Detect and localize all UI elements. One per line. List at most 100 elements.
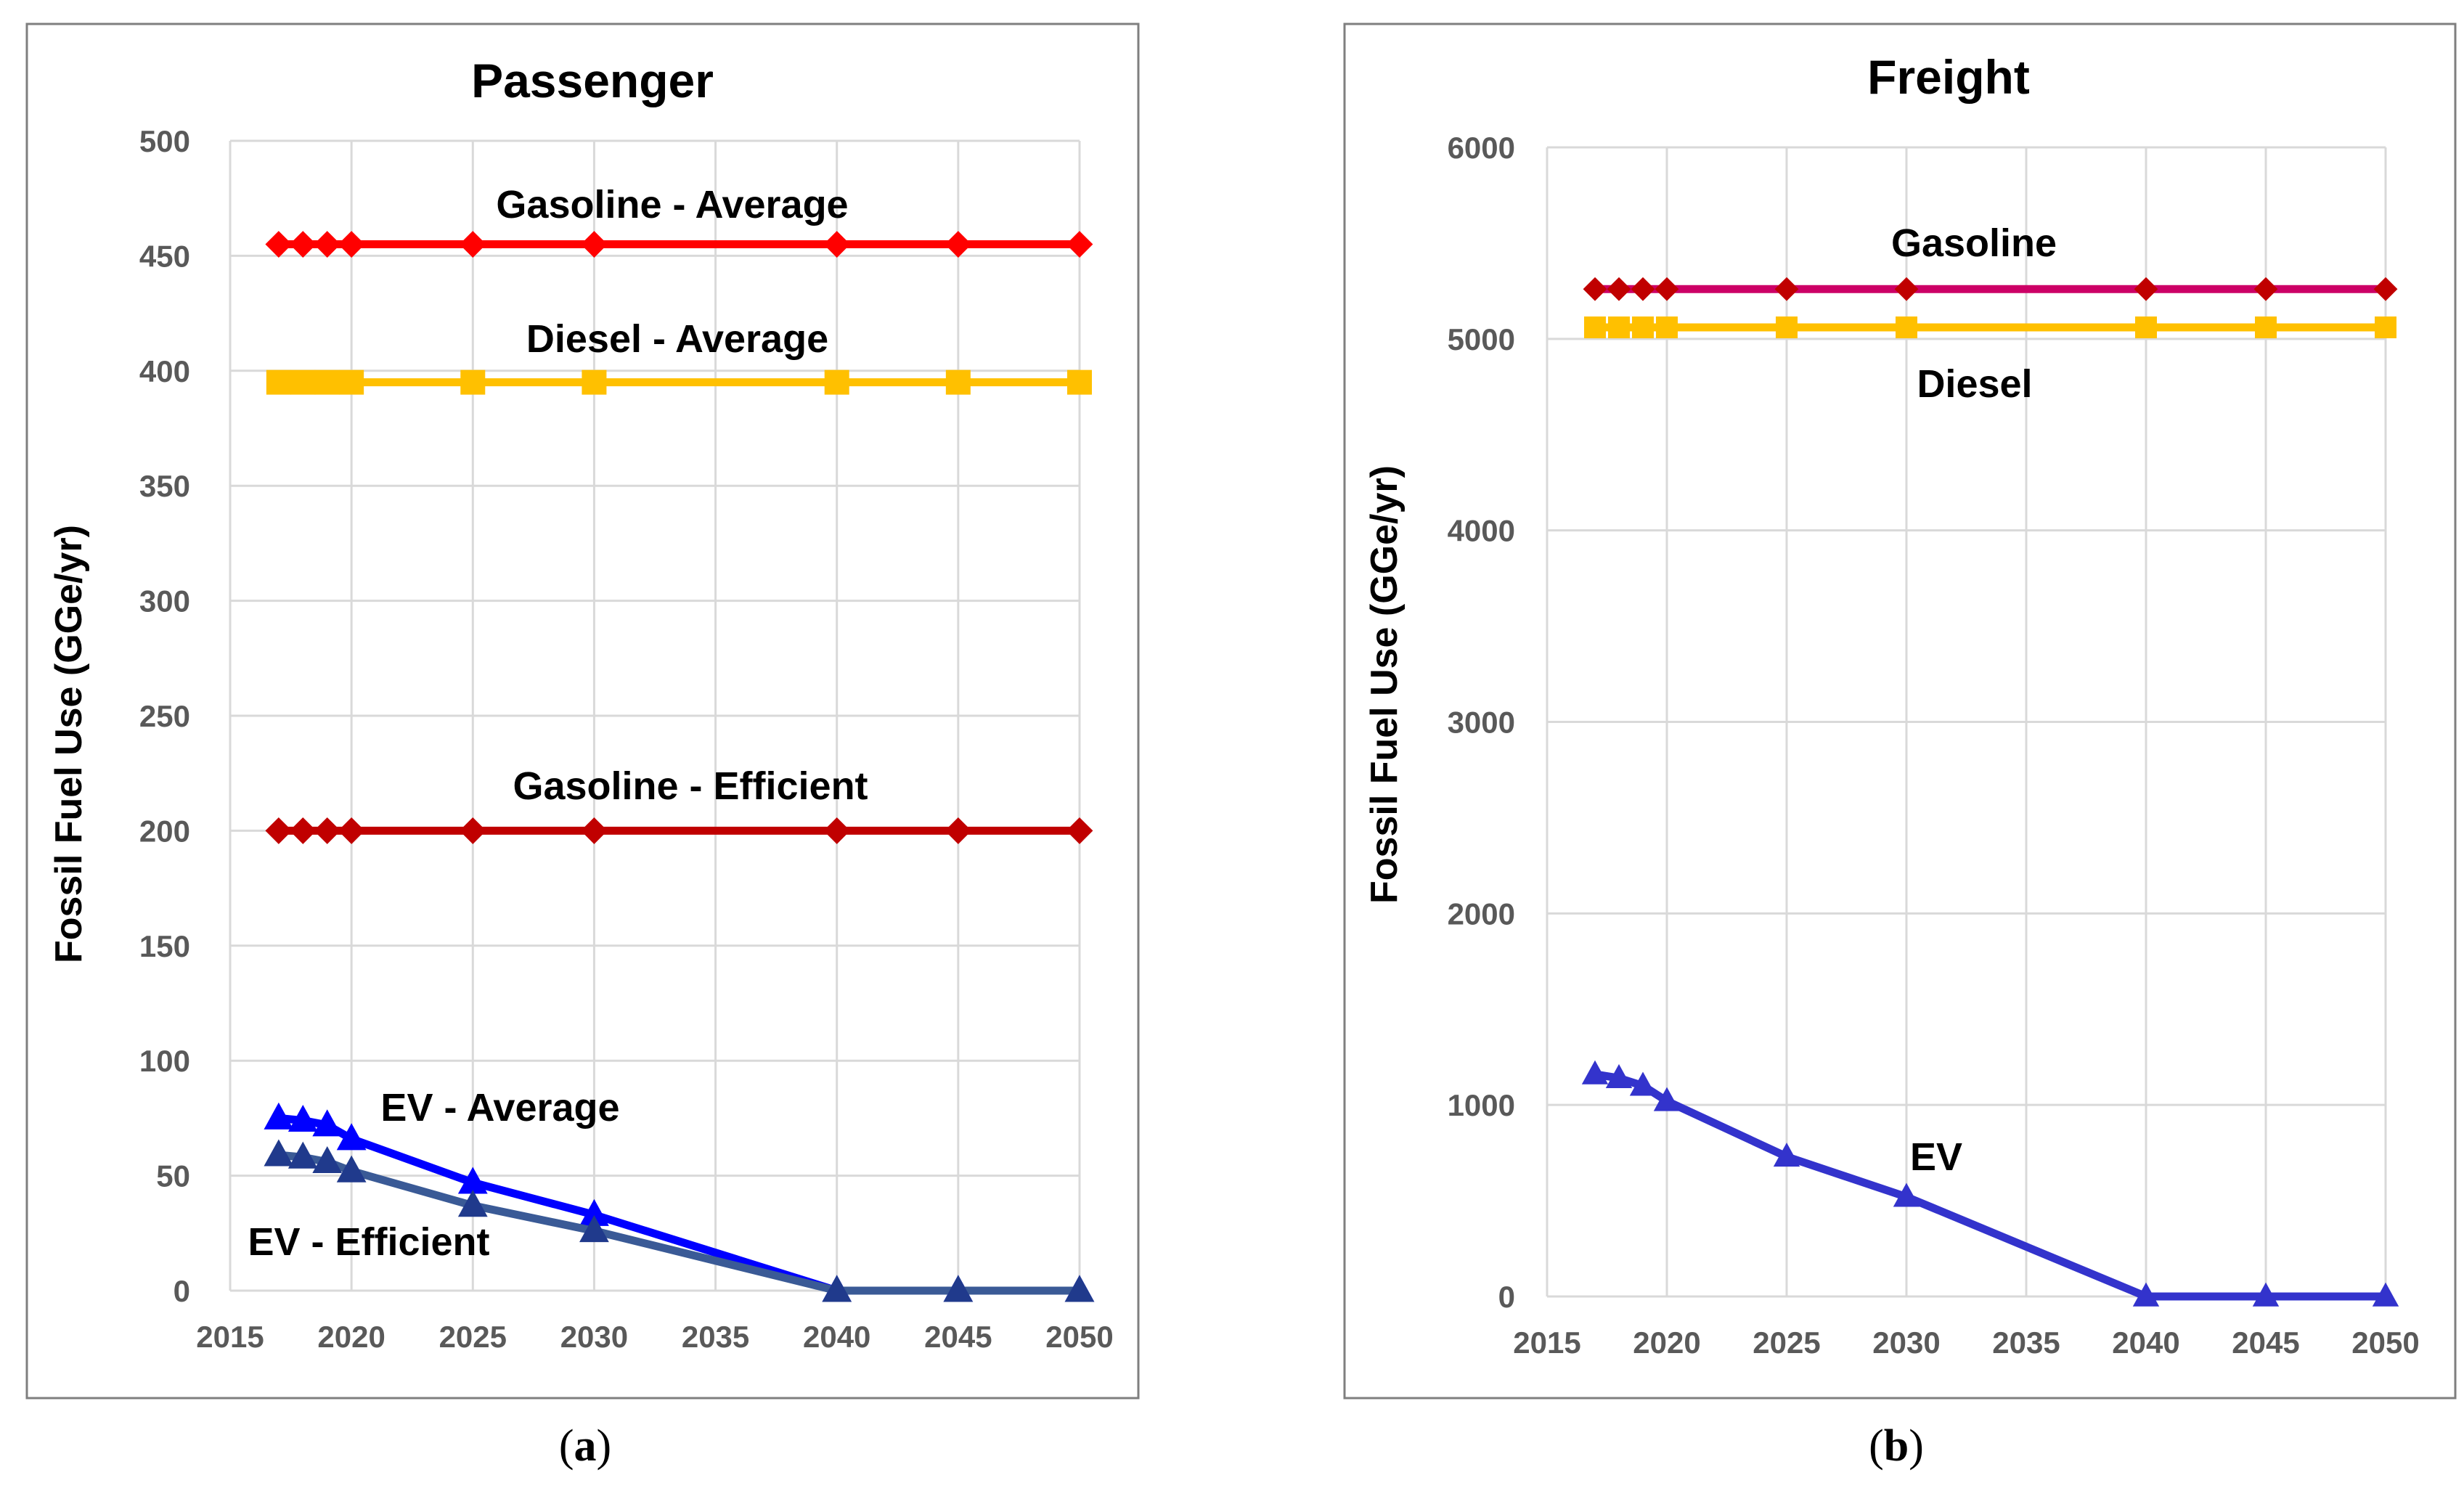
passenger-point-gasoline-average <box>314 231 341 258</box>
passenger-point-ev-efficient <box>943 1275 974 1302</box>
freight-point-diesel <box>2135 316 2157 339</box>
freight-y-tick-label: 4000 <box>1448 514 1515 548</box>
passenger-point-gasoline-efficient <box>823 817 851 844</box>
passenger-point-gasoline-efficient <box>289 817 317 844</box>
passenger-point-ev-average <box>264 1102 294 1130</box>
passenger-y-tick-label: 250 <box>139 699 190 733</box>
passenger-point-diesel-average <box>460 369 486 395</box>
passenger-y-tick-label: 50 <box>156 1159 190 1193</box>
passenger-point-gasoline-average <box>823 231 851 258</box>
passenger-point-diesel-average <box>824 369 849 395</box>
passenger-x-tick-label: 2025 <box>439 1320 507 1354</box>
freight-y-tick-label: 3000 <box>1448 706 1515 740</box>
freight-x-tick-label: 2025 <box>1753 1325 1820 1360</box>
freight-x-tick-label: 2020 <box>1633 1325 1700 1360</box>
passenger-series <box>264 231 1095 1302</box>
passenger-y-tick-label: 400 <box>139 354 190 388</box>
freight-x-tick-label: 2050 <box>2351 1325 2419 1360</box>
freight-point-diesel <box>1776 316 1798 339</box>
passenger-series-gasoline-average <box>265 231 1093 258</box>
passenger-point-gasoline-efficient <box>1066 817 1093 844</box>
passenger-point-diesel-average <box>266 369 291 395</box>
freight-chart-border <box>1343 23 2457 1400</box>
annotation-gasoline: Gasoline <box>1891 221 2057 265</box>
freight-series-ev <box>1581 1060 2399 1307</box>
passenger-chart-border <box>25 23 1140 1400</box>
passenger-y-tick-label: 200 <box>139 814 190 848</box>
passenger-point-ev-efficient <box>287 1141 318 1169</box>
passenger-x-ticks: 2015 2020 2025 2030 2035 2040 2045 2050 <box>196 1320 1113 1354</box>
passenger-series-gasoline-efficient <box>265 817 1093 844</box>
freight-point-diesel <box>1608 316 1630 339</box>
passenger-gridlines <box>229 139 1081 1292</box>
annotation-ev-average: EV - Average <box>380 1086 619 1130</box>
freight-y-tick-label: 2000 <box>1448 896 1515 931</box>
freight-point-diesel <box>1632 316 1654 339</box>
annotation-diesel: Diesel <box>1917 362 2032 406</box>
passenger-point-gasoline-average <box>338 231 365 258</box>
freight-point-diesel <box>2375 316 2396 339</box>
passenger-x-tick-label: 2050 <box>1045 1320 1113 1354</box>
passenger-x-tick-label: 2045 <box>924 1320 992 1354</box>
freight-point-diesel <box>2255 316 2277 339</box>
freight-y-tick-label: 1000 <box>1448 1088 1515 1122</box>
annotation-ev-efficient: EV - Efficient <box>248 1220 489 1264</box>
passenger-x-tick-label: 2035 <box>682 1320 749 1354</box>
passenger-point-gasoline-efficient <box>945 817 972 844</box>
passenger-x-tick-label: 2020 <box>317 1320 385 1354</box>
passenger-point-ev-efficient <box>457 1190 488 1217</box>
passenger-series-diesel-average <box>266 369 1092 395</box>
passenger-point-gasoline-efficient <box>338 817 365 844</box>
freight-x-tick-label: 2045 <box>2232 1325 2299 1360</box>
freight-series-diesel <box>1584 316 2396 339</box>
passenger-y-tick-label: 0 <box>174 1274 190 1308</box>
freight-point-gasoline <box>2373 277 2398 301</box>
passenger-x-tick-label: 2030 <box>560 1320 628 1354</box>
freight-point-ev <box>2372 1282 2399 1307</box>
freight-chart-title: Freight <box>1867 50 2030 104</box>
passenger-point-diesel-average <box>290 369 316 395</box>
freight-point-gasoline <box>2134 277 2158 301</box>
freight-x-tick-label: 2035 <box>1992 1325 2060 1360</box>
passenger-point-gasoline-average <box>581 231 608 258</box>
passenger-point-diesel-average <box>339 369 364 395</box>
passenger-point-diesel-average <box>945 369 971 395</box>
freight-annotations: Gasoline Diesel EV <box>1891 221 2057 1179</box>
passenger-point-ev-efficient <box>822 1275 852 1302</box>
passenger-y-ticks: 0 50 100 150 200 250 300 350 400 450 500 <box>139 124 190 1308</box>
freight-point-gasoline <box>1607 277 1631 301</box>
freight-point-ev <box>2132 1282 2160 1307</box>
freight-gridlines <box>1546 146 2387 1298</box>
freight-point-ev <box>2252 1282 2280 1307</box>
freight-point-ev <box>1605 1063 1633 1088</box>
freight-x-ticks: 2015 2020 2025 2030 2035 2040 2045 2050 <box>1513 1325 2419 1360</box>
passenger-y-tick-label: 500 <box>139 124 190 158</box>
passenger-point-gasoline-efficient <box>314 817 341 844</box>
passenger-point-ev-efficient <box>1064 1275 1095 1302</box>
passenger-y-tick-label: 100 <box>139 1044 190 1078</box>
passenger-point-ev-average <box>287 1104 318 1132</box>
freight-point-ev <box>1581 1060 1609 1084</box>
freight-y-tick-label: 6000 <box>1448 131 1515 165</box>
passenger-y-axis-label: Fossil Fuel Use (GGe/yr) <box>48 525 90 963</box>
freight-point-ev <box>1773 1143 1800 1167</box>
freight-y-axis-label: Fossil Fuel Use (GGe/yr) <box>1363 465 1406 904</box>
passenger-point-ev-efficient <box>312 1145 343 1174</box>
passenger-x-tick-label: 2040 <box>803 1320 870 1354</box>
annotation-diesel-average: Diesel - Average <box>526 317 828 361</box>
passenger-point-gasoline-average <box>945 231 972 258</box>
freight-x-tick-label: 2030 <box>1872 1325 1940 1360</box>
freight-point-gasoline <box>2253 277 2278 301</box>
freight-series <box>1581 277 2399 1307</box>
passenger-series-ev-efficient <box>264 1139 1095 1302</box>
freight-point-ev <box>1893 1182 1920 1207</box>
panel-label-b: (b) <box>1869 1421 1924 1471</box>
passenger-point-gasoline-efficient <box>265 817 293 844</box>
passenger-annotations: Gasoline - Average Diesel - Average Gaso… <box>248 183 868 1264</box>
passenger-point-diesel-average <box>582 369 607 395</box>
passenger-point-ev-average <box>336 1123 367 1151</box>
freight-y-tick-label: 0 <box>1498 1280 1515 1314</box>
passenger-y-tick-label: 300 <box>139 584 190 618</box>
annotation-ev: EV <box>1910 1135 1962 1179</box>
